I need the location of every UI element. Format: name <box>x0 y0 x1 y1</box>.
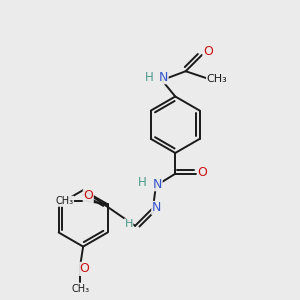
Text: CH₃: CH₃ <box>71 284 89 294</box>
Text: O: O <box>198 166 208 179</box>
Text: N: N <box>153 178 162 191</box>
Text: H: H <box>138 176 146 189</box>
Text: N: N <box>159 71 168 84</box>
Text: CH₃: CH₃ <box>56 196 74 206</box>
Text: H: H <box>145 71 154 84</box>
Text: O: O <box>83 189 93 203</box>
Text: O: O <box>203 45 213 58</box>
Text: CH₃: CH₃ <box>206 74 227 84</box>
Text: O: O <box>80 262 89 275</box>
Text: H: H <box>124 219 133 229</box>
Text: N: N <box>152 202 161 214</box>
